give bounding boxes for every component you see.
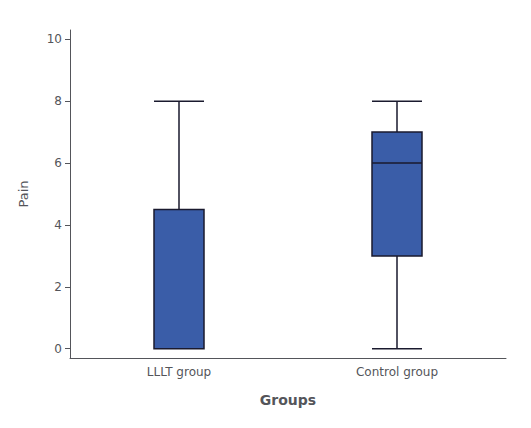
svg-text:2: 2 <box>54 280 62 294</box>
svg-text:6: 6 <box>54 156 62 170</box>
svg-text:Control group: Control group <box>356 365 438 379</box>
svg-text:10: 10 <box>47 32 62 46</box>
svg-text:Groups: Groups <box>260 392 316 408</box>
svg-text:0: 0 <box>54 342 62 356</box>
svg-text:8: 8 <box>54 94 62 108</box>
svg-text:Pain: Pain <box>16 180 31 207</box>
svg-text:LLLT group: LLLT group <box>147 365 211 379</box>
svg-text:4: 4 <box>54 218 62 232</box>
